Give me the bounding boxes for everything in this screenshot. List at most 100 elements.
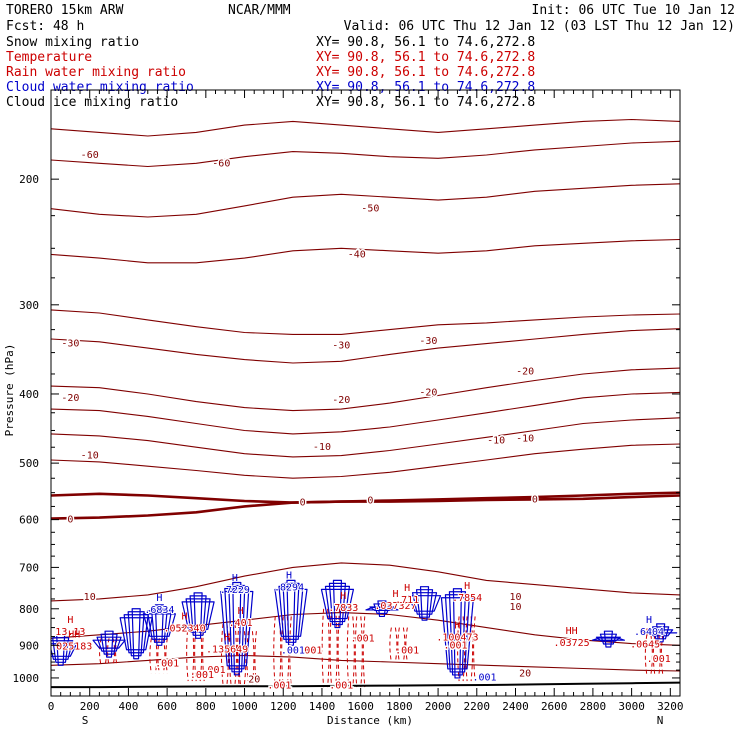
temperature-contour [51, 443, 680, 479]
rain-water-contour [149, 638, 152, 674]
rain-water-contour [329, 608, 333, 688]
temperature-contour-label: -10 [487, 436, 505, 447]
maximum-marker-value: .401 [229, 618, 253, 629]
maximum-marker-letter: H [404, 583, 410, 594]
legend-field-section: XY= 90.8, 56.1 to 74.6,272.8 [316, 95, 535, 110]
maximum-marker-letter: H [224, 633, 230, 644]
center-name: NCAR/MMM [228, 3, 291, 18]
maximum-marker-letter: H [454, 621, 460, 632]
rain-contour-label: .001 [190, 670, 214, 681]
maximum-marker-value: .0645 [630, 640, 660, 651]
rain-water-contour [186, 623, 189, 682]
cloud-water-contour [193, 592, 203, 639]
cloud-water-contour [448, 591, 467, 676]
temperature-contour-label: -20 [61, 393, 79, 404]
legend-field-section: XY= 90.8, 56.1 to 74.6,272.8 [316, 35, 535, 50]
maximum-marker-letter: H [646, 615, 652, 626]
maximum-marker-value: .7229 [220, 585, 250, 596]
cloud-water-contour-label: .001 [472, 672, 496, 683]
maximum-marker-letter: H [182, 612, 188, 623]
maximum-marker-letter: H [642, 628, 648, 639]
cloud-water-contour [365, 606, 399, 611]
rain-water-contour [154, 638, 158, 674]
rain-water-contour [234, 623, 237, 685]
plot-area: -60-60-50-40-30 -30 -30-20 -20-20-20-10-10-… [51, 118, 680, 693]
rain-water-contour [281, 616, 284, 688]
maximum-marker-value: 025183 [56, 641, 92, 652]
maximum-marker-letter: H [156, 593, 162, 604]
rain-water-contour [402, 627, 406, 663]
legend-field-section: XY= 90.8, 56.1 to 74.6,272.8 [316, 50, 535, 65]
maximum-marker-letter: H [232, 573, 238, 584]
x-tick-label: 200 [80, 700, 100, 713]
temperature-contour [51, 328, 680, 364]
x-tick-label: 2000 [425, 700, 452, 713]
rain-water-contour [335, 608, 338, 688]
rain-water-contour [405, 627, 408, 663]
cloud-water-contour [142, 613, 176, 637]
x-tick-label: 3200 [657, 700, 684, 713]
x-tick-label: 600 [157, 700, 177, 713]
legend-field-name: Rain water mixing ratio [6, 65, 186, 80]
cloud-water-contour [377, 600, 387, 618]
temperature-contour-label: -10 [81, 451, 99, 462]
rain-water-contour [389, 627, 392, 663]
maximum-marker-letter: H [67, 615, 73, 626]
maximum-marker-letter: H [286, 571, 292, 582]
rain-water-contour [286, 616, 290, 688]
x-tick-label: 1600 [347, 700, 374, 713]
rain-contour-label: .001 [647, 654, 671, 665]
rain-water-contour [470, 616, 474, 682]
rain-contour-label: .001 [155, 659, 179, 670]
y-tick-label: 600 [19, 514, 39, 527]
rain-water-contour [165, 638, 168, 674]
temperature-contour-label: -30 [419, 336, 437, 347]
rain-contour-label: .001 [395, 645, 419, 656]
temperature-contour [51, 238, 680, 264]
plot-frame [50, 89, 681, 697]
temperature-contour-label: -10 [516, 434, 534, 445]
cloud-water-contour [127, 611, 145, 657]
rain-water-contour [220, 623, 224, 685]
x-tick-label: 3000 [618, 700, 645, 713]
temperature-contour [51, 118, 680, 137]
cloud-water-contour [652, 626, 670, 640]
rain-water-contour [273, 616, 276, 688]
x-tick-label: 2400 [502, 700, 529, 713]
x-tick-label: 0 [48, 700, 55, 713]
init-time: Init: 06 UTC Tue 10 Jan 12 [532, 3, 736, 18]
maximum-marker-letter: HH [68, 629, 80, 640]
temperature-contour [51, 140, 680, 168]
temperature-contour [51, 562, 680, 602]
cloud-water-contour [282, 582, 300, 643]
temperature-contour-label: -20 [516, 366, 534, 377]
temperature-contour-label: -30 [332, 340, 350, 351]
rain-water-contour [660, 634, 664, 675]
cloud-water-contour [332, 579, 343, 629]
cloud-water-contour [452, 588, 463, 679]
cloud-water-contour [419, 586, 430, 621]
y-axis-label: Pressure (hPa) [3, 344, 16, 437]
y-tick-label: 800 [19, 603, 39, 616]
rain-contour-label: .001 [351, 633, 375, 644]
rain-water-contour [360, 616, 363, 688]
maximum-marker-value: .6404 [634, 627, 664, 638]
rain-water-contour [652, 634, 656, 675]
cloud-water-contour [440, 597, 475, 670]
field-legend: Snow mixing ratio XY= 90.8, 56.1 to 74.6,… [6, 35, 535, 110]
rain-water-contour [397, 627, 400, 663]
x-tick-label: 1200 [270, 700, 297, 713]
maximum-marker-value: .6834 [144, 605, 174, 616]
model-title: TORERO 15km ARW [6, 3, 124, 18]
cloud-water-contour [407, 595, 442, 612]
temperature-contour-label: 20 [519, 668, 531, 679]
rain-water-contour [191, 623, 195, 682]
rain-water-contour [394, 627, 398, 663]
maximum-marker-letter: HH [566, 626, 578, 637]
cloud-water-contour [648, 629, 674, 637]
cloud-water-contour [96, 636, 122, 652]
temperature-contour-label: -40 [348, 249, 366, 260]
temperature-contour [51, 183, 680, 218]
y-tick-label: 900 [19, 639, 39, 652]
cloud-water-contour [274, 588, 308, 637]
